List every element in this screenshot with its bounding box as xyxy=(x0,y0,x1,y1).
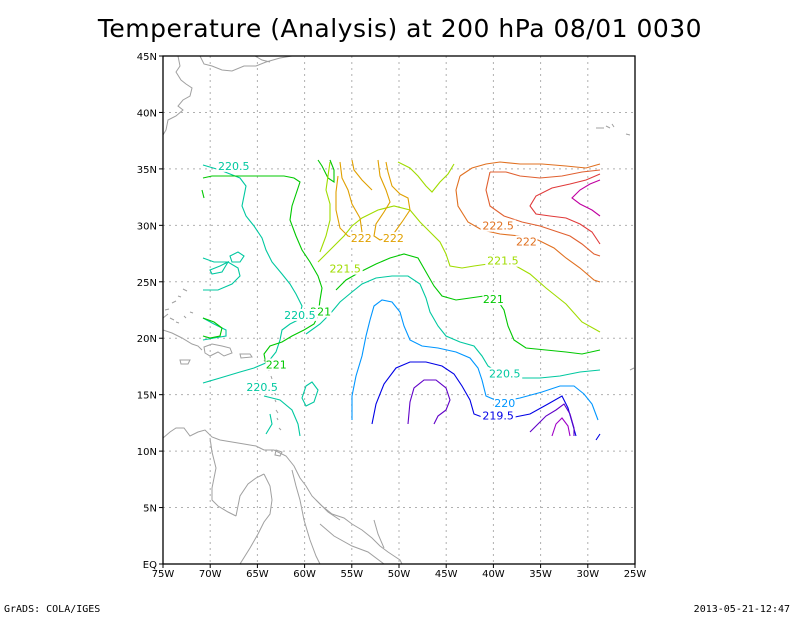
contour-label: 222.5 xyxy=(482,220,514,233)
contour-label-bg xyxy=(485,254,521,267)
bahamas xyxy=(164,288,194,324)
y-tick-label: 15N xyxy=(137,391,157,402)
contour-221-5-north xyxy=(397,161,455,193)
east-atlantic-islands xyxy=(596,123,635,371)
x-tick-label: 65W xyxy=(246,569,269,580)
x-tick-label: 35W xyxy=(529,569,552,580)
contour-221-5-west xyxy=(319,161,331,253)
y-tick-label: EQ xyxy=(143,560,157,571)
axis-ticks: 75W 70W 65W 60W 55W 50W 45W 40W 35W 30W 25W EQ 5N 10N… xyxy=(137,52,647,580)
contour-221-loop-n xyxy=(317,159,335,184)
contour-label-bg xyxy=(265,358,288,371)
florida-coast xyxy=(163,313,169,319)
contour-label: 219.5 xyxy=(482,409,514,422)
contour-221-west-loop xyxy=(202,317,223,339)
contour-220-5-tail xyxy=(263,395,301,437)
contour-label: 220.5 xyxy=(246,381,278,394)
contour-220-5-left-sw xyxy=(202,317,227,341)
x-tick-label: 25W xyxy=(624,569,647,580)
contour-221-5 xyxy=(317,205,601,333)
contour-label: 222 xyxy=(516,236,537,249)
contour-220-5-blob-2 xyxy=(229,251,245,263)
contour-221-north xyxy=(202,175,323,365)
puerto-rico xyxy=(239,353,253,359)
contour-label-bg xyxy=(350,232,373,245)
x-tick-label: 45W xyxy=(435,569,458,580)
contour-220 xyxy=(351,299,599,421)
contour-label: 221 xyxy=(266,359,287,372)
contour-fragment-a xyxy=(265,413,273,435)
y-tick-label: 30N xyxy=(137,221,157,232)
contour-221-east xyxy=(335,253,601,355)
contour-label-bg xyxy=(480,409,516,422)
contour-label-bg xyxy=(482,293,505,306)
contour-220-5-loop xyxy=(202,257,241,291)
x-tick-label: 50W xyxy=(388,569,411,580)
x-tick-label: 70W xyxy=(199,569,222,580)
contour-label-bg xyxy=(515,235,538,248)
contour-label-bg xyxy=(282,308,318,321)
contour-label-bg xyxy=(487,367,523,380)
contour-label: 222 xyxy=(351,232,372,245)
contour-fragment-c xyxy=(595,433,601,441)
contour-222-b xyxy=(373,159,411,241)
y-tick-label: 35N xyxy=(137,165,157,176)
contour-label: 220.5 xyxy=(284,309,316,322)
y-tick-label: 45N xyxy=(137,52,157,63)
contour-label: 220.5 xyxy=(218,160,250,173)
contour-220-5-east xyxy=(305,275,601,379)
chart-title: Temperature (Analysis) at 200 hPa 08/01 … xyxy=(97,14,703,43)
contour-219-b xyxy=(529,403,575,436)
contour-219-5 xyxy=(371,361,577,437)
contour-220-5-west xyxy=(202,164,303,384)
y-tick-label: 20N xyxy=(137,334,157,345)
contour-label: 221 xyxy=(483,293,504,306)
footer-timestamp: 2013-05-21-12:47 xyxy=(693,604,790,615)
contour-label-bg xyxy=(327,262,363,275)
contour-220-5-small xyxy=(301,381,319,407)
footer-credit: GrADS: COLA/IGES xyxy=(4,604,101,615)
contour-label-bg xyxy=(480,219,516,232)
x-tick-label: 30W xyxy=(576,569,599,580)
contour-222-5 xyxy=(485,169,601,257)
y-tick-label: 5N xyxy=(143,504,157,515)
contour-label-bg xyxy=(382,232,405,245)
x-tick-label: 75W xyxy=(152,569,175,580)
south-america-coast xyxy=(163,427,403,564)
contour-219-a xyxy=(407,379,451,425)
contour-223-5 xyxy=(571,179,601,217)
y-tick-label: 10N xyxy=(137,447,157,458)
trinidad xyxy=(274,449,283,457)
contour-label: 221.5 xyxy=(487,255,519,268)
contour-222-c xyxy=(351,159,373,191)
contour-label: 222 xyxy=(383,232,404,245)
nova-scotia-coast xyxy=(199,56,293,72)
contour-222-east xyxy=(455,161,601,283)
cuba xyxy=(163,329,203,351)
north-america-coast xyxy=(163,56,193,136)
x-tick-label: 60W xyxy=(293,569,316,580)
jamaica xyxy=(179,359,191,365)
contour-223 xyxy=(529,173,601,245)
contour-label-bg xyxy=(493,396,516,409)
contour-222-a xyxy=(335,161,363,239)
contour-label: 220.5 xyxy=(489,368,521,381)
contour-220-5-blob xyxy=(209,260,230,275)
contour-218-5 xyxy=(551,417,571,437)
contour-label-bg xyxy=(244,381,280,394)
x-tick-label: 40W xyxy=(482,569,505,580)
contour-label: 221.5 xyxy=(329,263,361,276)
x-tick-label: 55W xyxy=(340,569,363,580)
contour-fragment-b xyxy=(201,189,205,199)
y-tick-label: 25N xyxy=(137,278,157,289)
contour-label-bg xyxy=(216,159,252,172)
y-tick-label: 40N xyxy=(137,108,157,119)
country-borders xyxy=(209,437,385,564)
contour-label: 220 xyxy=(494,397,515,410)
hispaniola xyxy=(203,343,233,357)
